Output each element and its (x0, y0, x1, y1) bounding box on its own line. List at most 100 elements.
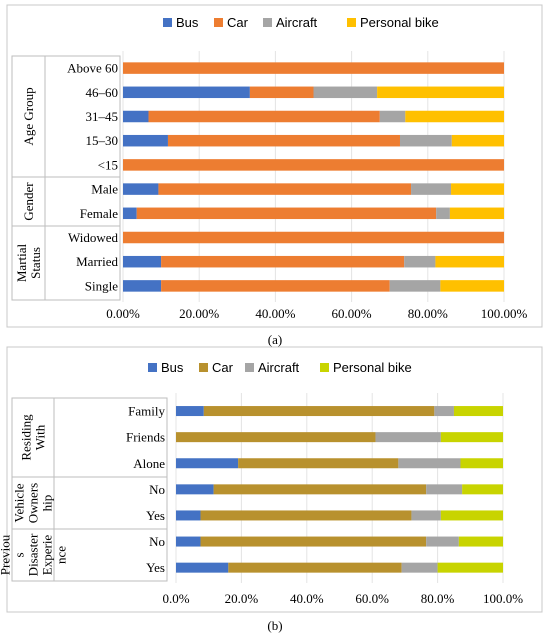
bar-segment (453, 406, 503, 417)
legend-label: Personal bike (333, 360, 412, 375)
x-tick-label: 60.0% (355, 591, 389, 606)
legend-label: Bus (176, 15, 199, 30)
row-label: Alone (133, 456, 165, 471)
bar-segment (176, 406, 204, 417)
caption-b: (b) (267, 618, 282, 633)
bar-segment (398, 458, 461, 469)
legend-label: Bus (161, 360, 184, 375)
group-label-b-1: Vehicle Owners hip (12, 483, 55, 523)
row-label: Widowed (68, 230, 119, 245)
bar-segment (176, 562, 229, 573)
bar-segment (161, 255, 405, 268)
bar-segment (158, 183, 412, 195)
bar-segment (313, 86, 378, 99)
bar-segment (411, 183, 452, 195)
bar-segment (377, 86, 504, 99)
group-label: Gender (21, 182, 36, 221)
bar-segment (176, 536, 201, 547)
bar-segment (435, 255, 504, 268)
bar-segment (161, 280, 390, 292)
bar-segment (434, 406, 454, 417)
bar-segment (123, 110, 149, 123)
legend-swatch (245, 363, 254, 372)
x-tick-label: 20.00% (179, 306, 219, 321)
bar-segment (389, 280, 441, 292)
legend-swatch (320, 363, 329, 372)
group-label: nce (54, 546, 69, 564)
x-tick-label: 0.0% (162, 591, 189, 606)
bar-segment (123, 280, 162, 292)
bar-segment (176, 510, 201, 521)
bar-segment (426, 484, 463, 495)
legend-label: Car (227, 15, 249, 30)
group-label: Owners (26, 483, 41, 523)
bar-segment (405, 110, 504, 123)
bar-segment (404, 255, 436, 268)
row-label: No (149, 482, 165, 497)
row-label: Married (76, 254, 118, 269)
legend-swatch (163, 18, 172, 27)
chart-panel-b: Bus Car Aircraft Personal bike 0.0% 20.0% 40.0… (0, 360, 523, 606)
group-label-b-2: Previou s Disaster Experie nce (0, 533, 69, 576)
bar-segment (123, 134, 168, 147)
legend-label: Aircraft (258, 360, 300, 375)
bar-segment (449, 207, 504, 220)
bar-segment (411, 510, 441, 521)
row-label: Above 60 (67, 61, 118, 76)
legend-swatch (263, 18, 272, 27)
bar-segment (238, 458, 399, 469)
bar-segment (228, 562, 402, 573)
legend-swatch (199, 363, 208, 372)
panel-b-frame (6, 346, 543, 613)
x-tick-label: 0.00% (106, 306, 140, 321)
bar-segment (379, 110, 406, 123)
bar-segment (203, 406, 435, 417)
x-tick-label: 100.00% (481, 306, 528, 321)
bar-segment (213, 484, 427, 495)
bar-segment (460, 458, 503, 469)
row-label: 31–45 (86, 109, 119, 124)
legend-label: Car (212, 360, 234, 375)
chart-panel-a: Bus Car Aircraft Personal bike 0.00% 20.00% 40… (11, 15, 528, 321)
bar-segment (136, 207, 437, 220)
bar-segment (123, 183, 159, 195)
x-tick-label: 80.00% (408, 306, 448, 321)
legend-swatch (214, 18, 223, 27)
bar-segment (401, 562, 438, 573)
bar-segment (249, 86, 314, 99)
row-label: Female (80, 206, 118, 221)
bar-segment (176, 484, 214, 495)
group-label: Residing (19, 414, 34, 461)
bar-segment (426, 536, 459, 547)
x-tick-label: 40.00% (255, 306, 295, 321)
bar-segment (440, 280, 504, 292)
bar-segment (200, 536, 427, 547)
bar-segment (437, 562, 503, 573)
bar-segment (462, 484, 503, 495)
x-tick-label: 100.0% (483, 591, 523, 606)
bar-segment (148, 110, 380, 123)
bar-segment (123, 255, 162, 268)
group-label: Martial (14, 243, 29, 282)
bar-segment (123, 207, 137, 220)
caption-a: (a) (268, 332, 282, 347)
group-box (11, 528, 168, 582)
x-tick-label: 80.0% (421, 591, 455, 606)
row-label: 46–60 (86, 85, 119, 100)
bar-segment (458, 536, 503, 547)
group-label: Experie (40, 535, 55, 576)
row-label: Male (91, 182, 118, 197)
row-label: Single (85, 278, 118, 293)
bar-segment (451, 134, 504, 147)
row-label: Friends (126, 430, 165, 445)
group-label-b-0: Residing With (19, 414, 48, 461)
bar-segment (176, 432, 376, 443)
group-box (11, 225, 121, 301)
bar-segment (167, 134, 400, 147)
legend-label: Aircraft (276, 15, 318, 30)
bar-segment (123, 62, 504, 74)
bar-segment (436, 207, 450, 220)
row-label: Yes (146, 560, 165, 575)
row-label: Family (128, 404, 165, 419)
